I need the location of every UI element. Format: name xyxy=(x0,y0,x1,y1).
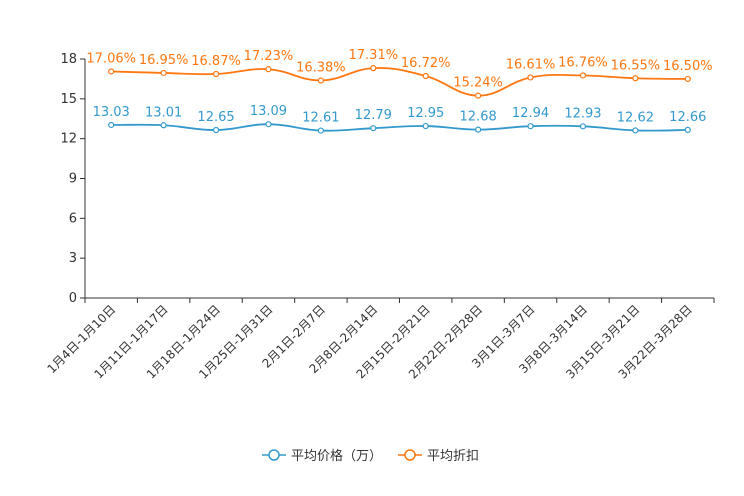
data-label: 17.31% xyxy=(349,48,399,63)
series-line-0 xyxy=(111,123,688,132)
series-layer xyxy=(108,65,691,134)
legend-label-discount: 平均折扣 xyxy=(427,449,479,464)
data-point[interactable] xyxy=(527,74,534,81)
data-point[interactable] xyxy=(527,123,534,130)
legend-label-price: 平均价格（万） xyxy=(291,448,382,464)
data-label: 12.61 xyxy=(302,111,339,126)
data-label: 13.03 xyxy=(93,105,130,120)
data-label: 16.95% xyxy=(139,53,189,68)
data-label: 16.87% xyxy=(191,54,241,69)
data-label: 16.72% xyxy=(401,56,451,71)
data-label: 16.38% xyxy=(296,61,346,76)
y-tick-label: 6 xyxy=(69,211,77,226)
data-label: 12.68 xyxy=(460,110,497,125)
data-point[interactable] xyxy=(317,127,324,134)
data-point[interactable] xyxy=(579,72,587,79)
data-point[interactable] xyxy=(265,121,272,128)
y-tick-label: 18 xyxy=(60,52,77,67)
data-point[interactable] xyxy=(212,126,220,134)
legend-item-discount[interactable]: 平均折扣 xyxy=(398,449,479,464)
data-point[interactable] xyxy=(632,127,639,134)
data-label: 12.66 xyxy=(669,110,706,125)
data-label: 17.06% xyxy=(86,51,136,66)
data-label: 13.09 xyxy=(250,104,287,119)
data-point[interactable] xyxy=(422,72,429,80)
data-label: 17.23% xyxy=(244,49,294,64)
data-point[interactable] xyxy=(317,77,324,84)
data-label-layer: 13.03 13.01 12.65 13.09 12.61 12.79 12.95 12.68… xyxy=(86,48,712,125)
y-tick-label: 15 xyxy=(60,92,77,107)
data-label: 16.76% xyxy=(558,55,608,70)
legend-item-price[interactable]: 平均价格（万） xyxy=(262,448,382,464)
data-point[interactable] xyxy=(422,122,429,130)
x-axis: 1月4日-1月10日1月11日-1月17日1月18日-1月24日1月25日-1月… xyxy=(44,297,715,382)
y-axis: 0 3 6 9 12 15 18 xyxy=(60,52,86,306)
data-label: 16.50% xyxy=(663,59,713,74)
data-label: 12.93 xyxy=(564,106,601,121)
data-label: 12.65 xyxy=(197,110,234,125)
data-label: 12.95 xyxy=(407,106,444,121)
data-label: 16.55% xyxy=(611,58,661,73)
data-point[interactable] xyxy=(475,126,482,133)
series-line-1 xyxy=(111,67,688,97)
data-point[interactable] xyxy=(475,92,482,99)
data-point[interactable] xyxy=(212,70,220,78)
data-point[interactable] xyxy=(370,65,377,72)
legend: 平均价格（万） 平均折扣 xyxy=(262,448,479,464)
data-point[interactable] xyxy=(684,75,691,83)
data-point[interactable] xyxy=(108,121,115,129)
data-point[interactable] xyxy=(108,68,115,75)
y-tick-label: 12 xyxy=(60,132,77,147)
data-point[interactable] xyxy=(579,123,587,130)
y-tick-label: 0 xyxy=(69,291,77,306)
data-point[interactable] xyxy=(160,122,167,129)
data-label: 16.61% xyxy=(506,57,556,72)
data-label: 12.79 xyxy=(355,108,392,123)
data-label: 15.24% xyxy=(453,76,503,91)
data-point[interactable] xyxy=(370,125,377,132)
data-label: 12.62 xyxy=(617,110,654,125)
data-label: 12.94 xyxy=(512,106,549,121)
data-point[interactable] xyxy=(684,126,691,134)
data-label: 13.01 xyxy=(145,105,182,120)
data-point[interactable] xyxy=(160,69,167,77)
y-tick-label: 9 xyxy=(69,172,77,187)
data-point[interactable] xyxy=(632,75,639,82)
data-point[interactable] xyxy=(265,66,272,73)
y-tick-label: 3 xyxy=(69,251,77,266)
